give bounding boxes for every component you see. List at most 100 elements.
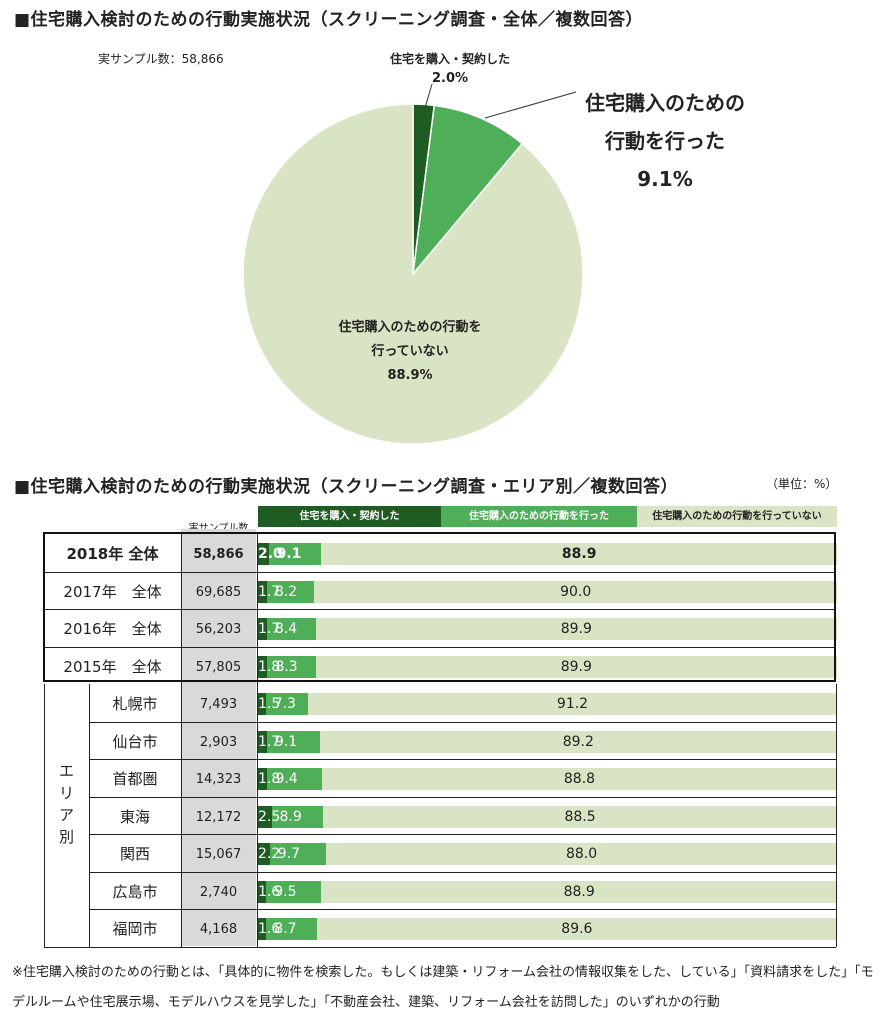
bar-segment-purchased	[257, 580, 267, 603]
data-label-acted: 9.4	[275, 771, 298, 787]
pie-label-acted-name-1: 住宅購入のための	[585, 91, 745, 115]
data-label-not-acted: 88.9	[561, 546, 597, 562]
pie-label-acted-pct: 9.1%	[637, 167, 693, 191]
row-sample-size: 15,067	[195, 847, 242, 862]
bar-segment-not-acted	[314, 580, 837, 603]
table-row: 2016年 全体 56,203 1.7 8.4 89.9	[0, 611, 886, 648]
row-sample-size: 56,203	[195, 622, 242, 637]
pie-label-not-acted-pct: 88.9%	[387, 368, 433, 383]
bar-segment-acted	[268, 543, 322, 565]
data-label-acted: 8.2	[274, 583, 298, 600]
data-label-purchased: 2.2	[258, 846, 281, 862]
stacked-bar: 2.5 8.9 88.5	[257, 805, 837, 828]
stacked-bar: 2.2 9.7 88.0	[257, 843, 837, 865]
row-divider	[89, 834, 836, 835]
bar-segment-not-acted	[326, 843, 837, 865]
data-label-not-acted: 88.5	[564, 808, 596, 825]
data-label-purchased: 1.7	[258, 583, 281, 600]
bar-segment-purchased	[257, 730, 267, 753]
row-divider	[44, 609, 836, 610]
row-label: 2015年 全体	[63, 657, 162, 676]
pie-label-not-acted: 住宅購入のための行動を 行っていない 88.9%	[300, 316, 520, 388]
data-label-not-acted: 88.9	[563, 883, 595, 900]
row-sample-size: 7,493	[199, 697, 238, 712]
row-label: 関西	[119, 845, 150, 863]
area-group-char: エ	[58, 762, 74, 780]
bar-segment-purchased	[257, 880, 267, 903]
row-divider	[44, 571, 836, 573]
bar-segment-purchased	[257, 543, 269, 565]
bar-segment-not-acted	[321, 768, 837, 790]
bar-segment-acted	[266, 580, 315, 603]
data-label-not-acted: 89.2	[562, 733, 594, 750]
pie-label-acted: 住宅購入のための 行動を行った 9.1%	[560, 84, 770, 198]
pie-label-purchased: 住宅を購入・契約した 2.0%	[360, 49, 540, 89]
row-sample-size: 57,805	[195, 659, 242, 675]
data-label-purchased: 2.0	[258, 546, 283, 562]
row-label: 福岡市	[112, 920, 158, 938]
sample-size-label: 実サンプル数：58,866	[98, 52, 224, 66]
data-label-not-acted: 88.8	[563, 771, 596, 787]
bar-segment-acted	[269, 843, 327, 865]
row-divider	[89, 796, 836, 798]
row-divider	[44, 646, 836, 648]
data-label-purchased: 1.8	[258, 771, 281, 787]
row-divider	[89, 909, 836, 910]
bar-segment-acted	[266, 618, 316, 640]
bar-segment-not-acted	[316, 918, 837, 940]
pie-label-purchased-pct: 2.0%	[431, 71, 469, 86]
table-bottom-border	[44, 946, 836, 948]
data-label-purchased: 1.7	[258, 621, 281, 637]
bar-segment-not-acted	[308, 693, 837, 715]
data-label-not-acted: 90.0	[560, 583, 592, 600]
sample-column-header: 実サンプル数	[181, 519, 256, 534]
stacked-bar: 1.5 7.3 91.2	[257, 693, 837, 715]
data-label-not-acted: 89.6	[561, 921, 593, 937]
bar-segment-purchased	[257, 768, 268, 790]
area-group-label: エ リ ア 別	[44, 760, 89, 848]
bar-segment-purchased	[257, 693, 266, 715]
row-sample-size: 69,685	[195, 584, 242, 600]
data-label-purchased: 1.5	[258, 696, 281, 712]
table-row: 仙台市 2,903 1.7 9.1 89.2	[0, 724, 886, 761]
bar-segment-not-acted	[315, 655, 837, 678]
row-sample-size: 4,168	[199, 922, 238, 937]
legend-acted: 住宅購入のための行動を行った	[441, 506, 637, 527]
stacked-bar: 1.7 8.4 89.9	[257, 618, 837, 640]
bar-chart-title: ■住宅購入検討のための行動実施状況（スクリーニング調査・エリア別／複数回答）	[14, 477, 679, 497]
pie-label-purchased-name: 住宅を購入・契約した	[389, 52, 510, 66]
pie-chart	[242, 83, 584, 445]
bar-segment-not-acted	[321, 543, 837, 565]
stacked-bar: 1.7 9.1 89.2	[257, 730, 837, 753]
row-divider	[89, 721, 836, 723]
row-label: 仙台市	[112, 732, 158, 751]
data-label-acted: 8.4	[274, 621, 298, 637]
bar-segment-acted	[266, 918, 317, 940]
table-row: 東海 12,172 2.5 8.9 88.5	[0, 799, 886, 836]
pie-leader-line	[424, 83, 433, 109]
data-label-acted: 8.3	[275, 658, 298, 675]
footnote: ※住宅購入検討のための行動とは、「具体的に物件を検索した。もしくは建築・リフォー…	[12, 965, 874, 1010]
stacked-bar: 2.0 9.1 88.9	[257, 543, 837, 565]
area-column-divider	[89, 684, 90, 947]
pie-chart-title: ■住宅購入検討のための行動実施状況（スクリーニング調査・全体／複数回答）	[14, 10, 644, 30]
stacked-bar: 1.8 9.4 88.8	[257, 768, 837, 790]
stacked-bar: 1.6 9.5 88.9	[257, 880, 837, 903]
bar-segment-purchased	[257, 618, 267, 640]
pie-leader-line	[484, 91, 577, 119]
stacked-bar: 1.8 8.3 89.9	[257, 655, 837, 678]
row-divider	[89, 871, 836, 873]
stacked-bar: 1.7 8.2 90.0	[257, 580, 837, 603]
area-group-char: リ	[58, 784, 74, 802]
bar-segment-purchased	[257, 843, 270, 865]
bar-segment-purchased	[257, 655, 268, 678]
stacked-bar: 1.6 8.7 89.6	[257, 918, 837, 940]
pie-slice	[411, 104, 524, 277]
row-label: 首都圏	[112, 770, 158, 788]
row-sample-size: 14,323	[195, 772, 242, 787]
area-group-char: ア	[58, 806, 74, 824]
pie-slice	[242, 103, 584, 445]
pie-label-not-acted-name-2: 行っていない	[371, 344, 449, 359]
legend-not-acted: 住宅購入のための行動を行っていない	[637, 506, 837, 527]
bar-segment-purchased	[257, 918, 267, 940]
